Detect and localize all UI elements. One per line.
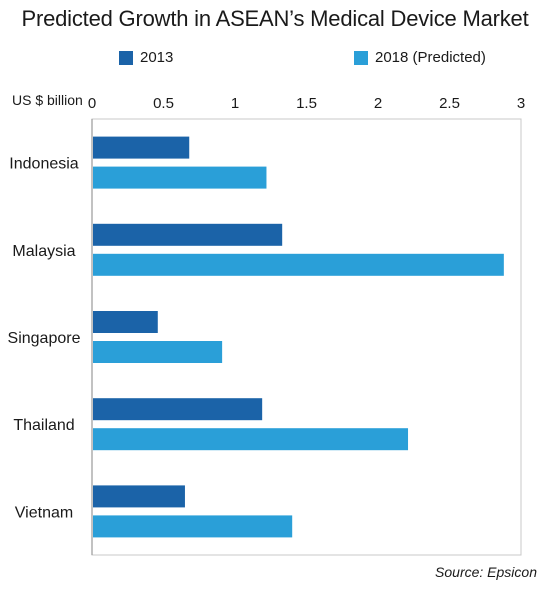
category-label-vietnam: Vietnam	[15, 504, 73, 521]
category-label-singapore: Singapore	[8, 330, 81, 347]
x-tick-label-2-5: 2.5	[439, 95, 460, 112]
x-tick-label-0: 0	[88, 95, 96, 112]
x-axis-unit-label: US $ billion	[12, 92, 83, 108]
x-tick-label-1-5: 1.5	[296, 95, 317, 112]
category-label-malaysia: Malaysia	[12, 243, 75, 260]
chart-title: Predicted Growth in ASEAN’s Medical Devi…	[21, 6, 529, 31]
x-tick-label-1: 1	[231, 95, 239, 112]
category-label-thailand: Thailand	[13, 417, 74, 434]
legend-swatch-2018-predicted	[354, 50, 368, 65]
legend-label-2013: 2013	[140, 49, 174, 66]
bar-indonesia-2013	[93, 136, 190, 159]
bar-vietnam-2013	[93, 485, 185, 508]
x-tick-label-3: 3	[517, 95, 525, 112]
x-tick-label-0-5: 0.5	[153, 95, 174, 112]
bar-singapore-2013	[93, 311, 158, 333]
bar-malaysia-2013	[93, 223, 283, 246]
source-note: Source: Epsicon	[435, 564, 537, 580]
bar-malaysia-2018-predicted	[93, 253, 504, 276]
bar-thailand-2013	[93, 398, 263, 421]
bar-thailand-2018-predicted	[93, 428, 409, 451]
category-label-indonesia: Indonesia	[9, 156, 78, 173]
bar-indonesia-2018-predicted	[93, 166, 267, 189]
bar-singapore-2018-predicted	[93, 341, 223, 363]
bar-vietnam-2018-predicted	[93, 515, 293, 538]
x-tick-label-2: 2	[374, 95, 382, 112]
legend-swatch-2013	[119, 50, 133, 65]
legend-item-2013: 2013	[119, 49, 173, 66]
legend-item-2018-predicted: 2018 (Predicted)	[354, 49, 486, 66]
legend-label-2018-predicted: 2018 (Predicted)	[375, 49, 486, 66]
